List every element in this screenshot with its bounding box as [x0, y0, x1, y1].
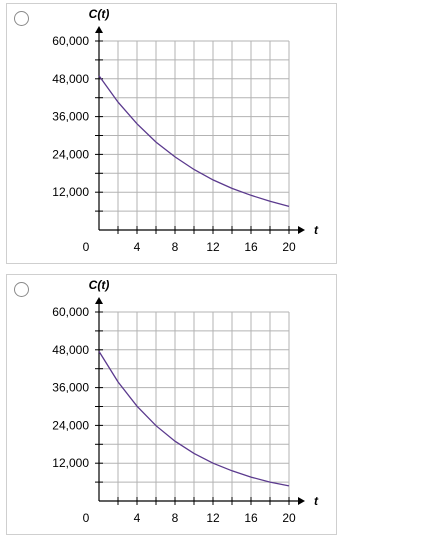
- answer-option-2[interactable]: 12,000 24,000 36,000 48,000 60,000 4 8 12 16 20 0 C…: [6, 274, 337, 535]
- series-line: [98, 75, 290, 208]
- x-axis-label: t: [314, 494, 319, 508]
- y-tick-label: 48,000: [52, 343, 89, 357]
- x-tick-label: 8: [172, 511, 179, 525]
- series-line: [98, 351, 290, 487]
- y-tick-label: 12,000: [52, 185, 89, 199]
- chart-option-2: 12,000 24,000 36,000 48,000 60,000 4 8 12 16 20 0 C…: [52, 278, 319, 525]
- y-tick-label: 48,000: [52, 72, 89, 86]
- radio-button-option-1[interactable]: [14, 11, 29, 26]
- y-tick-label: 60,000: [52, 305, 89, 319]
- x-tick-label: 20: [282, 511, 296, 525]
- grid: [99, 311, 290, 501]
- x-tick-label: 20: [282, 240, 296, 254]
- y-tick-label: 36,000: [52, 110, 89, 124]
- x-axis-label: t: [314, 223, 319, 237]
- x-tick-label: 4: [134, 240, 141, 254]
- y-axis-arrow: [95, 297, 103, 304]
- y-axis-label: C(t): [89, 7, 110, 21]
- radio-button-option-2[interactable]: [14, 282, 29, 297]
- y-tick-label: 24,000: [52, 418, 89, 432]
- x-tick-label: 16: [244, 511, 258, 525]
- origin-label: 0: [83, 511, 90, 525]
- chart-option-1: 12,000 24,000 36,000 48,000 60,000 4 8 12 16 20 0 C…: [52, 7, 319, 254]
- x-tick-label: 16: [244, 240, 258, 254]
- x-tick-label: 4: [134, 511, 141, 525]
- answer-option-1[interactable]: 12,000 24,000 36,000 48,000 60,000 4 8 12 16 20 0 C…: [6, 3, 337, 264]
- x-axis-arrow: [298, 226, 305, 234]
- y-axis-arrow: [95, 26, 103, 33]
- y-tick-label: 24,000: [52, 147, 89, 161]
- origin-label: 0: [83, 240, 90, 254]
- x-tick-label: 12: [206, 511, 220, 525]
- x-tick-label: 8: [172, 240, 179, 254]
- y-tick-label: 12,000: [52, 456, 89, 470]
- y-tick-label: 36,000: [52, 381, 89, 395]
- x-tick-label: 12: [206, 240, 220, 254]
- y-tick-label: 60,000: [52, 34, 89, 48]
- x-axis-arrow: [298, 497, 305, 505]
- y-axis-label: C(t): [89, 278, 110, 292]
- grid: [99, 40, 290, 230]
